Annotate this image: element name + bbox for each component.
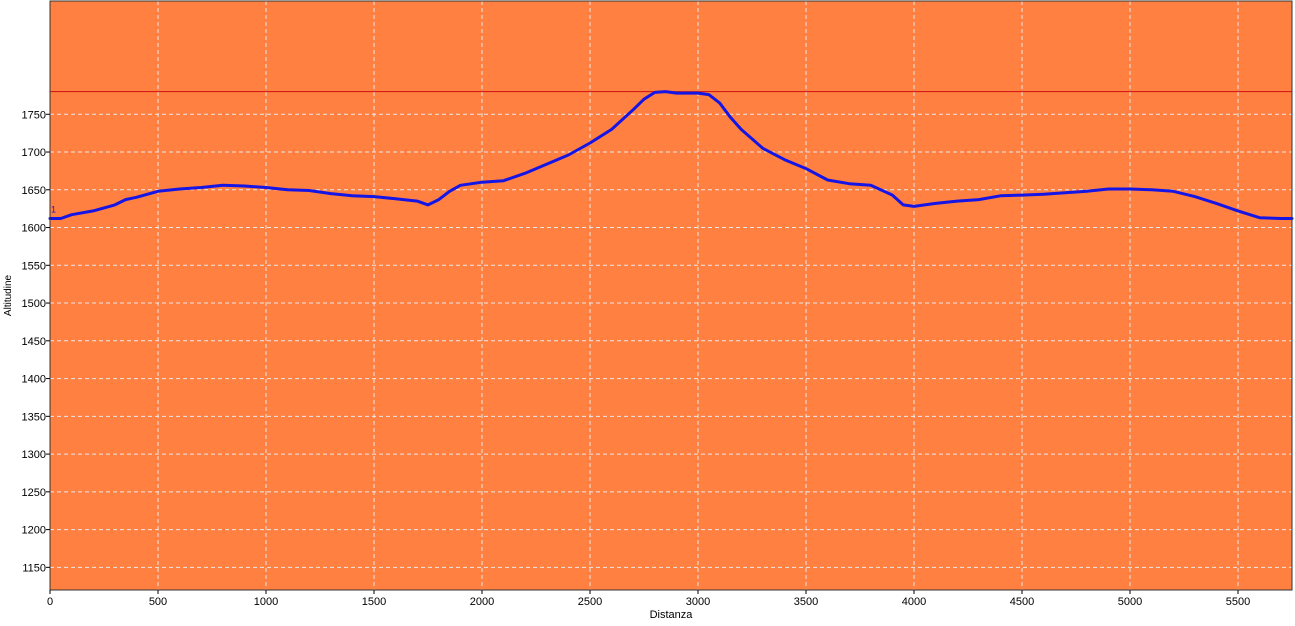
x-tick-label: 5000: [1118, 596, 1142, 608]
x-tick-label: 1500: [362, 596, 386, 608]
y-tick-label: 1750: [22, 109, 46, 121]
y-tick-label: 1250: [22, 487, 46, 499]
y-tick-label: 1650: [22, 185, 46, 197]
x-tick-label: 4500: [1010, 596, 1034, 608]
y-tick-label: 1400: [22, 374, 46, 386]
grid: [49, 1, 1292, 590]
x-tick-label: 0: [47, 596, 53, 608]
y-tick-label: 1150: [22, 562, 46, 574]
y-tick-label: 1300: [22, 449, 46, 461]
y-tick-label: 1350: [22, 411, 46, 423]
x-tick-label: 500: [149, 596, 167, 608]
y-tick-label: 1600: [22, 223, 46, 235]
y-tick-label: 1500: [22, 298, 46, 310]
x-tick-label: 2000: [470, 596, 494, 608]
x-tick-label: 3500: [794, 596, 818, 608]
x-tick-label: 4000: [902, 596, 926, 608]
plot-area: [50, 1, 1292, 590]
x-tick-label: 5500: [1226, 596, 1250, 608]
x-axis: 0 500 1000 1500 2000 2500 3000 3500 4000 4500 5000…: [47, 590, 1250, 608]
y-axis: 1150 1200 1250 1300 1350 1400 1450 1500 1550 1600…: [22, 109, 50, 574]
x-tick-label: 3000: [686, 596, 710, 608]
y-tick-label: 1450: [22, 336, 46, 348]
y-tick-label: 1200: [22, 525, 46, 537]
y-tick-label: 1550: [22, 260, 46, 272]
x-tick-label: 1000: [254, 596, 278, 608]
plot-border: [49, 0, 1293, 591]
x-axis-label: Distanza: [650, 609, 694, 621]
series-layer: [48, 90, 1294, 220]
y-tick-label: 1700: [22, 147, 46, 159]
elevation-series-line: [48, 90, 1294, 220]
start-marker-label: 1: [51, 204, 56, 214]
x-tick-label: 2500: [578, 596, 602, 608]
y-axis-label: Altitudine: [3, 274, 14, 316]
